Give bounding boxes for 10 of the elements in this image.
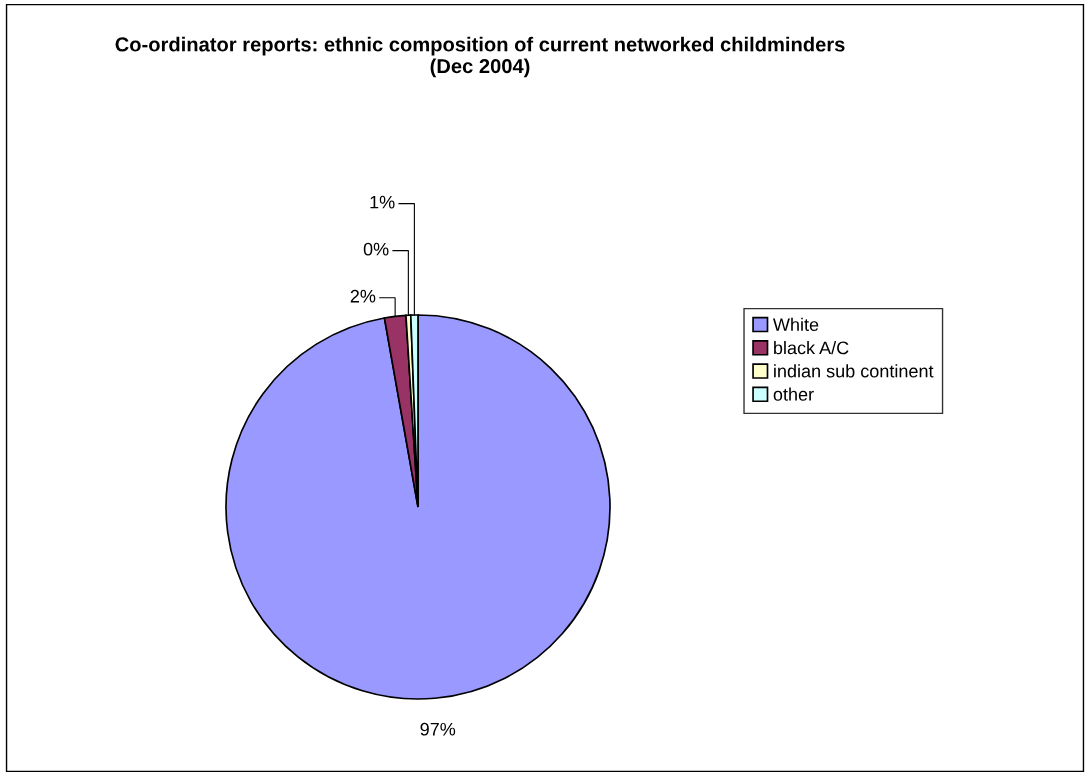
data-label: 0% (363, 242, 389, 256)
legend-label: other (773, 387, 814, 401)
legend-label: indian sub continent (774, 364, 934, 378)
pie-slice (225, 314, 611, 700)
data-label: 2% (350, 289, 376, 303)
legend-label: black A/C (774, 341, 849, 355)
chart-title: Co-ordinator reports: ethnic composition of current networked childminders (Dec 2004) (115, 36, 845, 78)
data-label: 1% (370, 195, 395, 209)
data-label: 97% (420, 722, 456, 736)
legend-label: White (773, 317, 819, 332)
